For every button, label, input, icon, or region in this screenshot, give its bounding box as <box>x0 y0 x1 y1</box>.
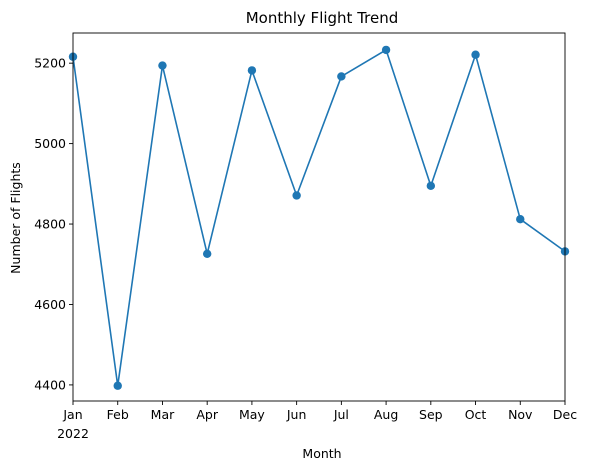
data-point-oct <box>471 50 480 59</box>
y-tick-label-5000: 5000 <box>34 136 66 151</box>
data-point-jun <box>292 191 301 200</box>
x-tick-label-jul: Jul <box>333 407 349 422</box>
y-tick-label-5200: 5200 <box>34 56 66 71</box>
data-point-jul <box>337 72 346 81</box>
x-axis-label: Month <box>302 446 341 461</box>
chart-title: Monthly Flight Trend <box>246 9 399 27</box>
data-point-feb <box>113 381 122 390</box>
y-tick-label-4400: 4400 <box>34 377 66 392</box>
y-tick-label-4600: 4600 <box>34 297 66 312</box>
x-tick-label-sep: Sep <box>419 407 443 422</box>
y-axis-label: Number of Flights <box>8 162 23 274</box>
data-point-apr <box>202 249 212 258</box>
x-axis-ticks: Jan Feb Mar Apr May Jun Jul Aug Sep Oct Nov Dec 2022 <box>57 401 577 441</box>
x-tick-label-feb: Feb <box>107 407 129 422</box>
plot-frame <box>72 32 566 402</box>
x-tick-label-jan: Jan <box>62 407 82 422</box>
data-point-nov <box>516 215 525 224</box>
data-point-sep <box>426 181 436 191</box>
y-tick-label-4800: 4800 <box>34 217 66 232</box>
x-tick-label-may: May <box>239 407 265 422</box>
x-tick-label-oct: Oct <box>465 407 487 422</box>
x-tick-label-aug: Aug <box>374 407 398 422</box>
x-tick-label-mar: Mar <box>151 407 175 422</box>
data-point-may <box>247 66 257 75</box>
x-tick-label-jun: Jun <box>286 407 307 422</box>
x-tick-label-apr: Apr <box>196 407 218 422</box>
data-point-aug <box>381 45 391 55</box>
x-tick-label-nov: Nov <box>508 407 533 422</box>
y-axis-ticks: 4400 4600 4800 5000 5200 <box>34 56 73 392</box>
data-point-mar <box>158 61 167 70</box>
x-tick-label-dec: Dec <box>553 407 577 422</box>
plot-area <box>68 45 570 390</box>
x-tick-year-label: 2022 <box>57 426 89 441</box>
series-line <box>72 49 566 387</box>
